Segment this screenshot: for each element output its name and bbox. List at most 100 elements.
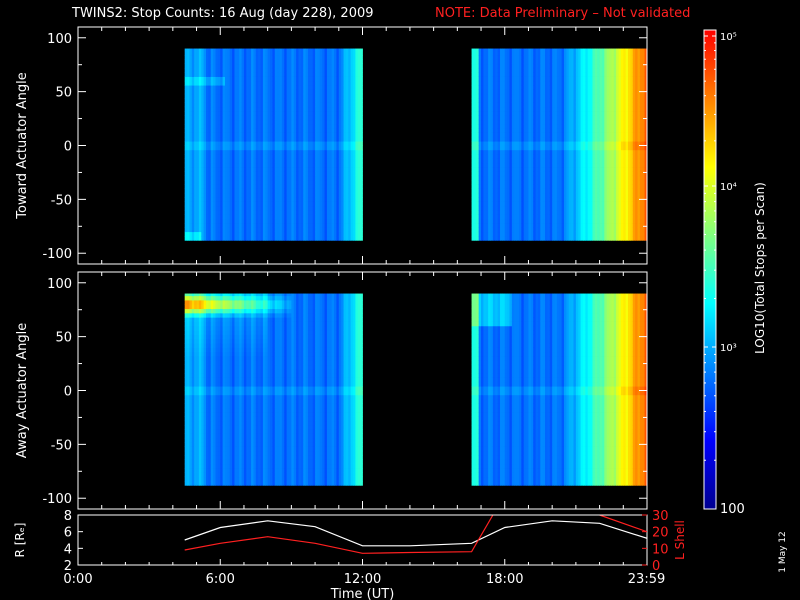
heatmap-cell: [274, 184, 278, 189]
heatmap-cell: [305, 111, 309, 116]
heatmap-cell: [213, 93, 216, 99]
heatmap-cell: [298, 55, 302, 60]
heatmap-cell: [277, 93, 280, 99]
heatmap-cell: [196, 184, 200, 189]
heatmap-cell: [521, 128, 525, 133]
heatmap-cell: [229, 123, 233, 129]
heatmap-cell: [502, 158, 506, 164]
heatmap-cell: [227, 63, 231, 69]
heatmap-cell: [329, 205, 333, 211]
heatmap-cell: [322, 158, 325, 164]
heatmap-cell: [312, 123, 316, 129]
heatmap-cell: [492, 59, 496, 65]
heatmap-cell: [277, 214, 280, 220]
heatmap-cell: [471, 231, 475, 237]
heatmap-cell: [198, 235, 202, 241]
heatmap-cell: [243, 119, 247, 125]
heatmap-cell: [476, 227, 480, 233]
heatmap-cell: [353, 149, 356, 155]
heatmap-cell: [234, 111, 238, 116]
heatmap-cell: [198, 50, 202, 56]
heatmap-cell: [497, 227, 501, 233]
heatmap-cell: [535, 50, 539, 56]
heatmap-cell: [473, 179, 477, 185]
heatmap-cell: [312, 179, 316, 185]
heatmap-cell: [277, 85, 280, 90]
heatmap-cell: [324, 175, 328, 181]
heatmap-cell: [222, 188, 226, 194]
heatmap-cell: [265, 106, 269, 112]
heatmap-cell: [274, 149, 278, 155]
heatmap-cell: [307, 167, 311, 172]
heatmap-cell: [206, 192, 209, 198]
heatmap-cell: [246, 80, 250, 86]
heatmap-cell: [533, 149, 536, 155]
heatmap-cell: [243, 85, 247, 90]
heatmap-cell: [191, 201, 195, 207]
heatmap-cell: [286, 223, 290, 228]
heatmap-cell: [289, 136, 292, 142]
heatmap-cell: [488, 171, 491, 177]
heatmap-cell: [518, 210, 522, 215]
heatmap-cell: [355, 48, 359, 52]
heatmap-cell: [523, 179, 527, 185]
heatmap-cell: [504, 210, 508, 215]
heatmap-cell: [483, 227, 487, 233]
heatmap-cell: [191, 223, 195, 228]
heatmap-cell: [530, 210, 534, 215]
heatmap-cell: [511, 223, 515, 228]
heatmap-cell: [206, 179, 209, 185]
heatmap-cell: [322, 214, 325, 220]
heatmap-cell: [317, 98, 321, 103]
heatmap-cell: [360, 59, 363, 65]
heatmap-cell: [504, 76, 508, 82]
heatmap-cell: [196, 201, 200, 207]
heatmap-cell: [270, 48, 273, 52]
heatmap-cell: [241, 214, 245, 220]
heatmap-cell: [284, 63, 288, 69]
heatmap-cell: [213, 59, 216, 65]
heatmap-cell: [203, 115, 207, 121]
heatmap-cell: [473, 214, 477, 220]
heatmap-cell: [291, 93, 295, 99]
heatmap-cell: [341, 235, 344, 241]
heatmap-cell: [478, 102, 482, 108]
heatmap-cell: [540, 175, 544, 181]
heatmap-cell: [215, 141, 219, 146]
heatmap-cell: [514, 85, 517, 90]
heatmap-cell: [246, 67, 250, 73]
heatmap-cell: [511, 63, 515, 69]
heatmap-cell: [345, 141, 349, 146]
heatmap-cell: [227, 201, 231, 207]
heatmap-cell: [554, 158, 558, 164]
heatmap-cell: [507, 72, 510, 77]
heatmap-cell: [224, 106, 228, 112]
heatmap-cell: [194, 59, 197, 65]
heatmap-cell: [277, 50, 280, 56]
heatmap-cell: [516, 223, 520, 228]
heatmap-cell: [516, 171, 520, 177]
heatmap-cell: [329, 128, 333, 133]
heatmap-cell: [324, 89, 328, 95]
heatmap-cell: [533, 67, 536, 73]
heatmap-cell: [184, 76, 188, 82]
heatmap-cell: [224, 98, 228, 103]
heatmap-cell: [246, 235, 250, 241]
heatmap-cell: [293, 59, 297, 65]
heatmap-cell: [210, 145, 214, 151]
heatmap-cell: [267, 158, 271, 164]
heatmap-cell: [289, 235, 292, 241]
heatmap-cell: [220, 132, 224, 138]
heatmap-cell: [217, 128, 221, 133]
heatmap-cell: [213, 205, 216, 211]
heatmap-cell: [255, 119, 259, 125]
heatmap-cell: [521, 93, 525, 99]
heatmap-cell: [310, 184, 314, 189]
heatmap-cell: [208, 115, 212, 121]
heatmap-cell: [509, 132, 513, 138]
heatmap-cell: [523, 63, 527, 69]
heatmap-cell: [509, 162, 513, 168]
heatmap-cell: [360, 145, 363, 151]
heatmap-cell: [248, 85, 252, 90]
heatmap-cell: [201, 98, 205, 103]
